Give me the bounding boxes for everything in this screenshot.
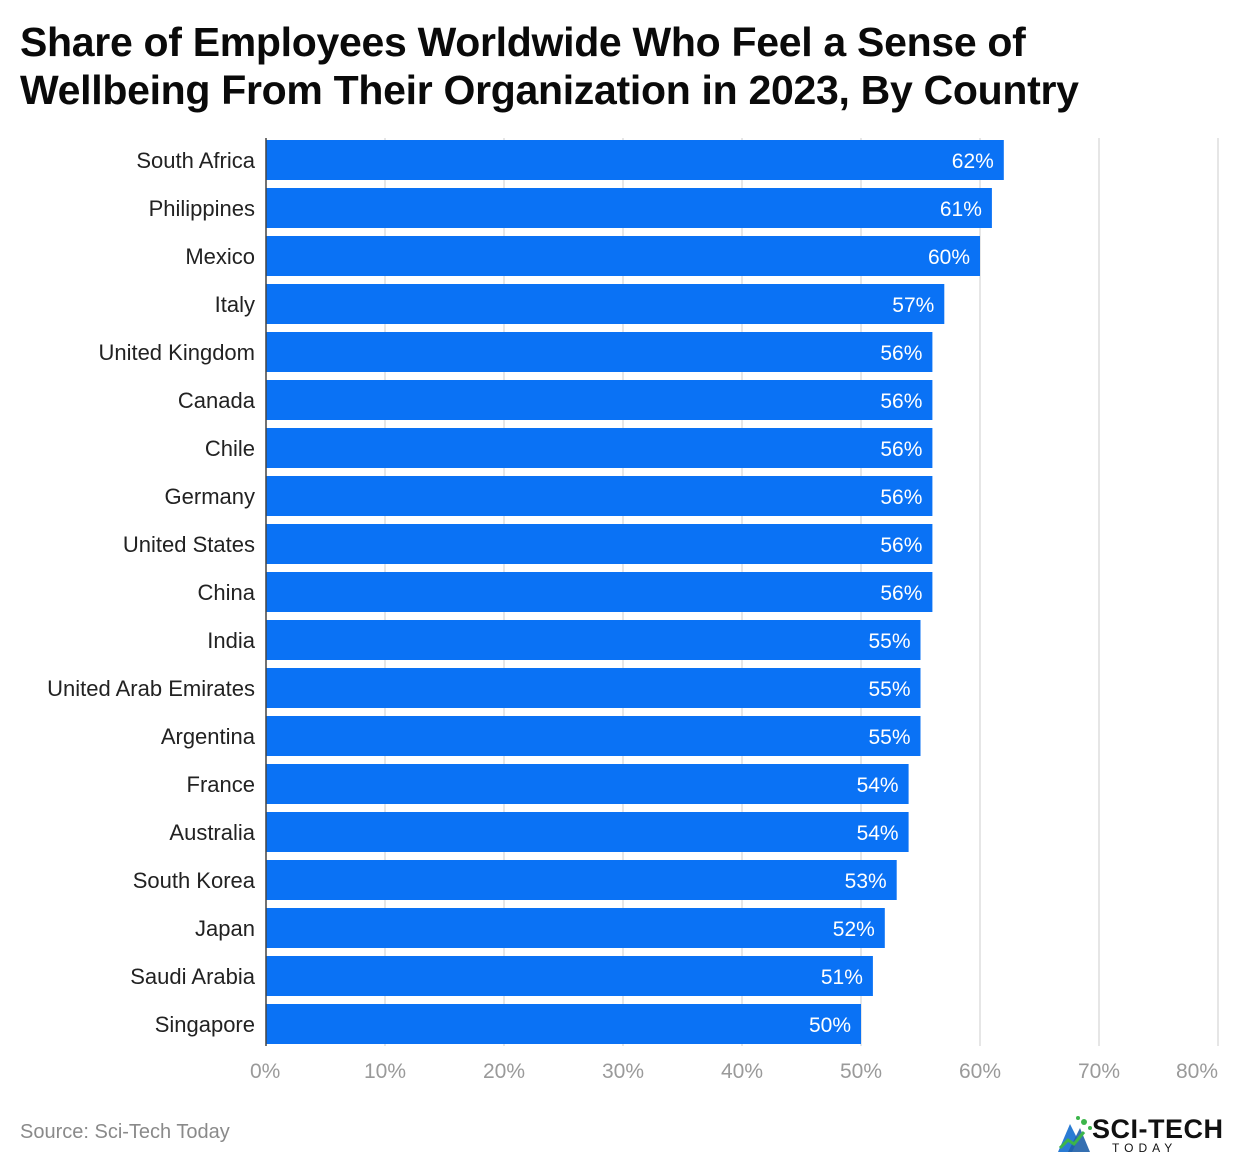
category-label: United States	[123, 532, 255, 557]
x-tick-label: 50%	[840, 1060, 882, 1083]
value-label: 55%	[868, 726, 910, 749]
bar	[266, 188, 992, 228]
value-label: 51%	[821, 966, 863, 989]
value-label: 52%	[833, 918, 875, 941]
category-label: Germany	[165, 484, 255, 509]
value-label: 50%	[809, 1014, 851, 1037]
bar	[266, 908, 885, 948]
value-label: 62%	[952, 150, 994, 173]
category-label: Australia	[169, 820, 255, 845]
x-tick-label: 60%	[959, 1060, 1001, 1083]
sci-tech-logo: SCI-TECH TODAY	[1052, 1112, 1232, 1160]
bar	[266, 140, 1004, 180]
bar	[266, 860, 897, 900]
bar	[266, 236, 980, 276]
value-label: 56%	[880, 486, 922, 509]
category-label: Chile	[205, 436, 255, 461]
category-label: Singapore	[155, 1012, 255, 1037]
value-label: 56%	[880, 438, 922, 461]
chart-title: Share of Employees Worldwide Who Feel a …	[20, 19, 1079, 113]
value-label: 61%	[940, 198, 982, 221]
x-tick-label: 80%	[1176, 1060, 1218, 1083]
logo-name: SCI-TECH	[1092, 1114, 1224, 1144]
bar	[266, 956, 873, 996]
category-label: Canada	[178, 388, 256, 413]
bar	[266, 572, 933, 612]
category-label: South Korea	[133, 868, 256, 893]
x-tick-label: 30%	[602, 1060, 644, 1083]
value-label: 57%	[892, 294, 934, 317]
category-label: South Africa	[136, 148, 255, 173]
bar	[266, 1004, 861, 1044]
value-label: 55%	[868, 678, 910, 701]
category-label: Argentina	[161, 724, 256, 749]
logo-subtitle: TODAY	[1112, 1141, 1178, 1155]
source-note: Source: Sci-Tech Today	[20, 1121, 230, 1143]
bar	[266, 764, 909, 804]
value-label: 60%	[928, 246, 970, 269]
bar	[266, 716, 921, 756]
value-label: 56%	[880, 534, 922, 557]
bar	[266, 812, 909, 852]
x-tick-label: 10%	[364, 1060, 406, 1083]
x-tick-label: 20%	[483, 1060, 525, 1083]
sci-tech-logo-icon	[1058, 1116, 1092, 1152]
category-label: Mexico	[185, 244, 255, 269]
category-label: Saudi Arabia	[130, 964, 256, 989]
bar	[266, 668, 921, 708]
category-label: France	[187, 772, 255, 797]
value-label: 54%	[857, 774, 899, 797]
x-tick-label: 0%	[250, 1060, 280, 1083]
category-label: Italy	[215, 292, 255, 317]
category-label: China	[198, 580, 256, 605]
bar	[266, 620, 921, 660]
category-label: United Arab Emirates	[47, 676, 255, 701]
bar	[266, 524, 933, 564]
bar	[266, 428, 933, 468]
category-label: India	[207, 628, 255, 653]
category-label: United Kingdom	[98, 340, 255, 365]
bar	[266, 332, 933, 372]
x-tick-label: 70%	[1078, 1060, 1120, 1083]
bar	[266, 476, 933, 516]
value-label: 55%	[868, 630, 910, 653]
category-label: Japan	[195, 916, 255, 941]
value-label: 56%	[880, 390, 922, 413]
value-label: 56%	[880, 342, 922, 365]
value-label: 56%	[880, 582, 922, 605]
x-tick-label: 40%	[721, 1060, 763, 1083]
value-label: 54%	[857, 822, 899, 845]
category-label: Philippines	[149, 196, 255, 221]
bar	[266, 284, 945, 324]
value-label: 53%	[845, 870, 887, 893]
bar	[266, 380, 933, 420]
